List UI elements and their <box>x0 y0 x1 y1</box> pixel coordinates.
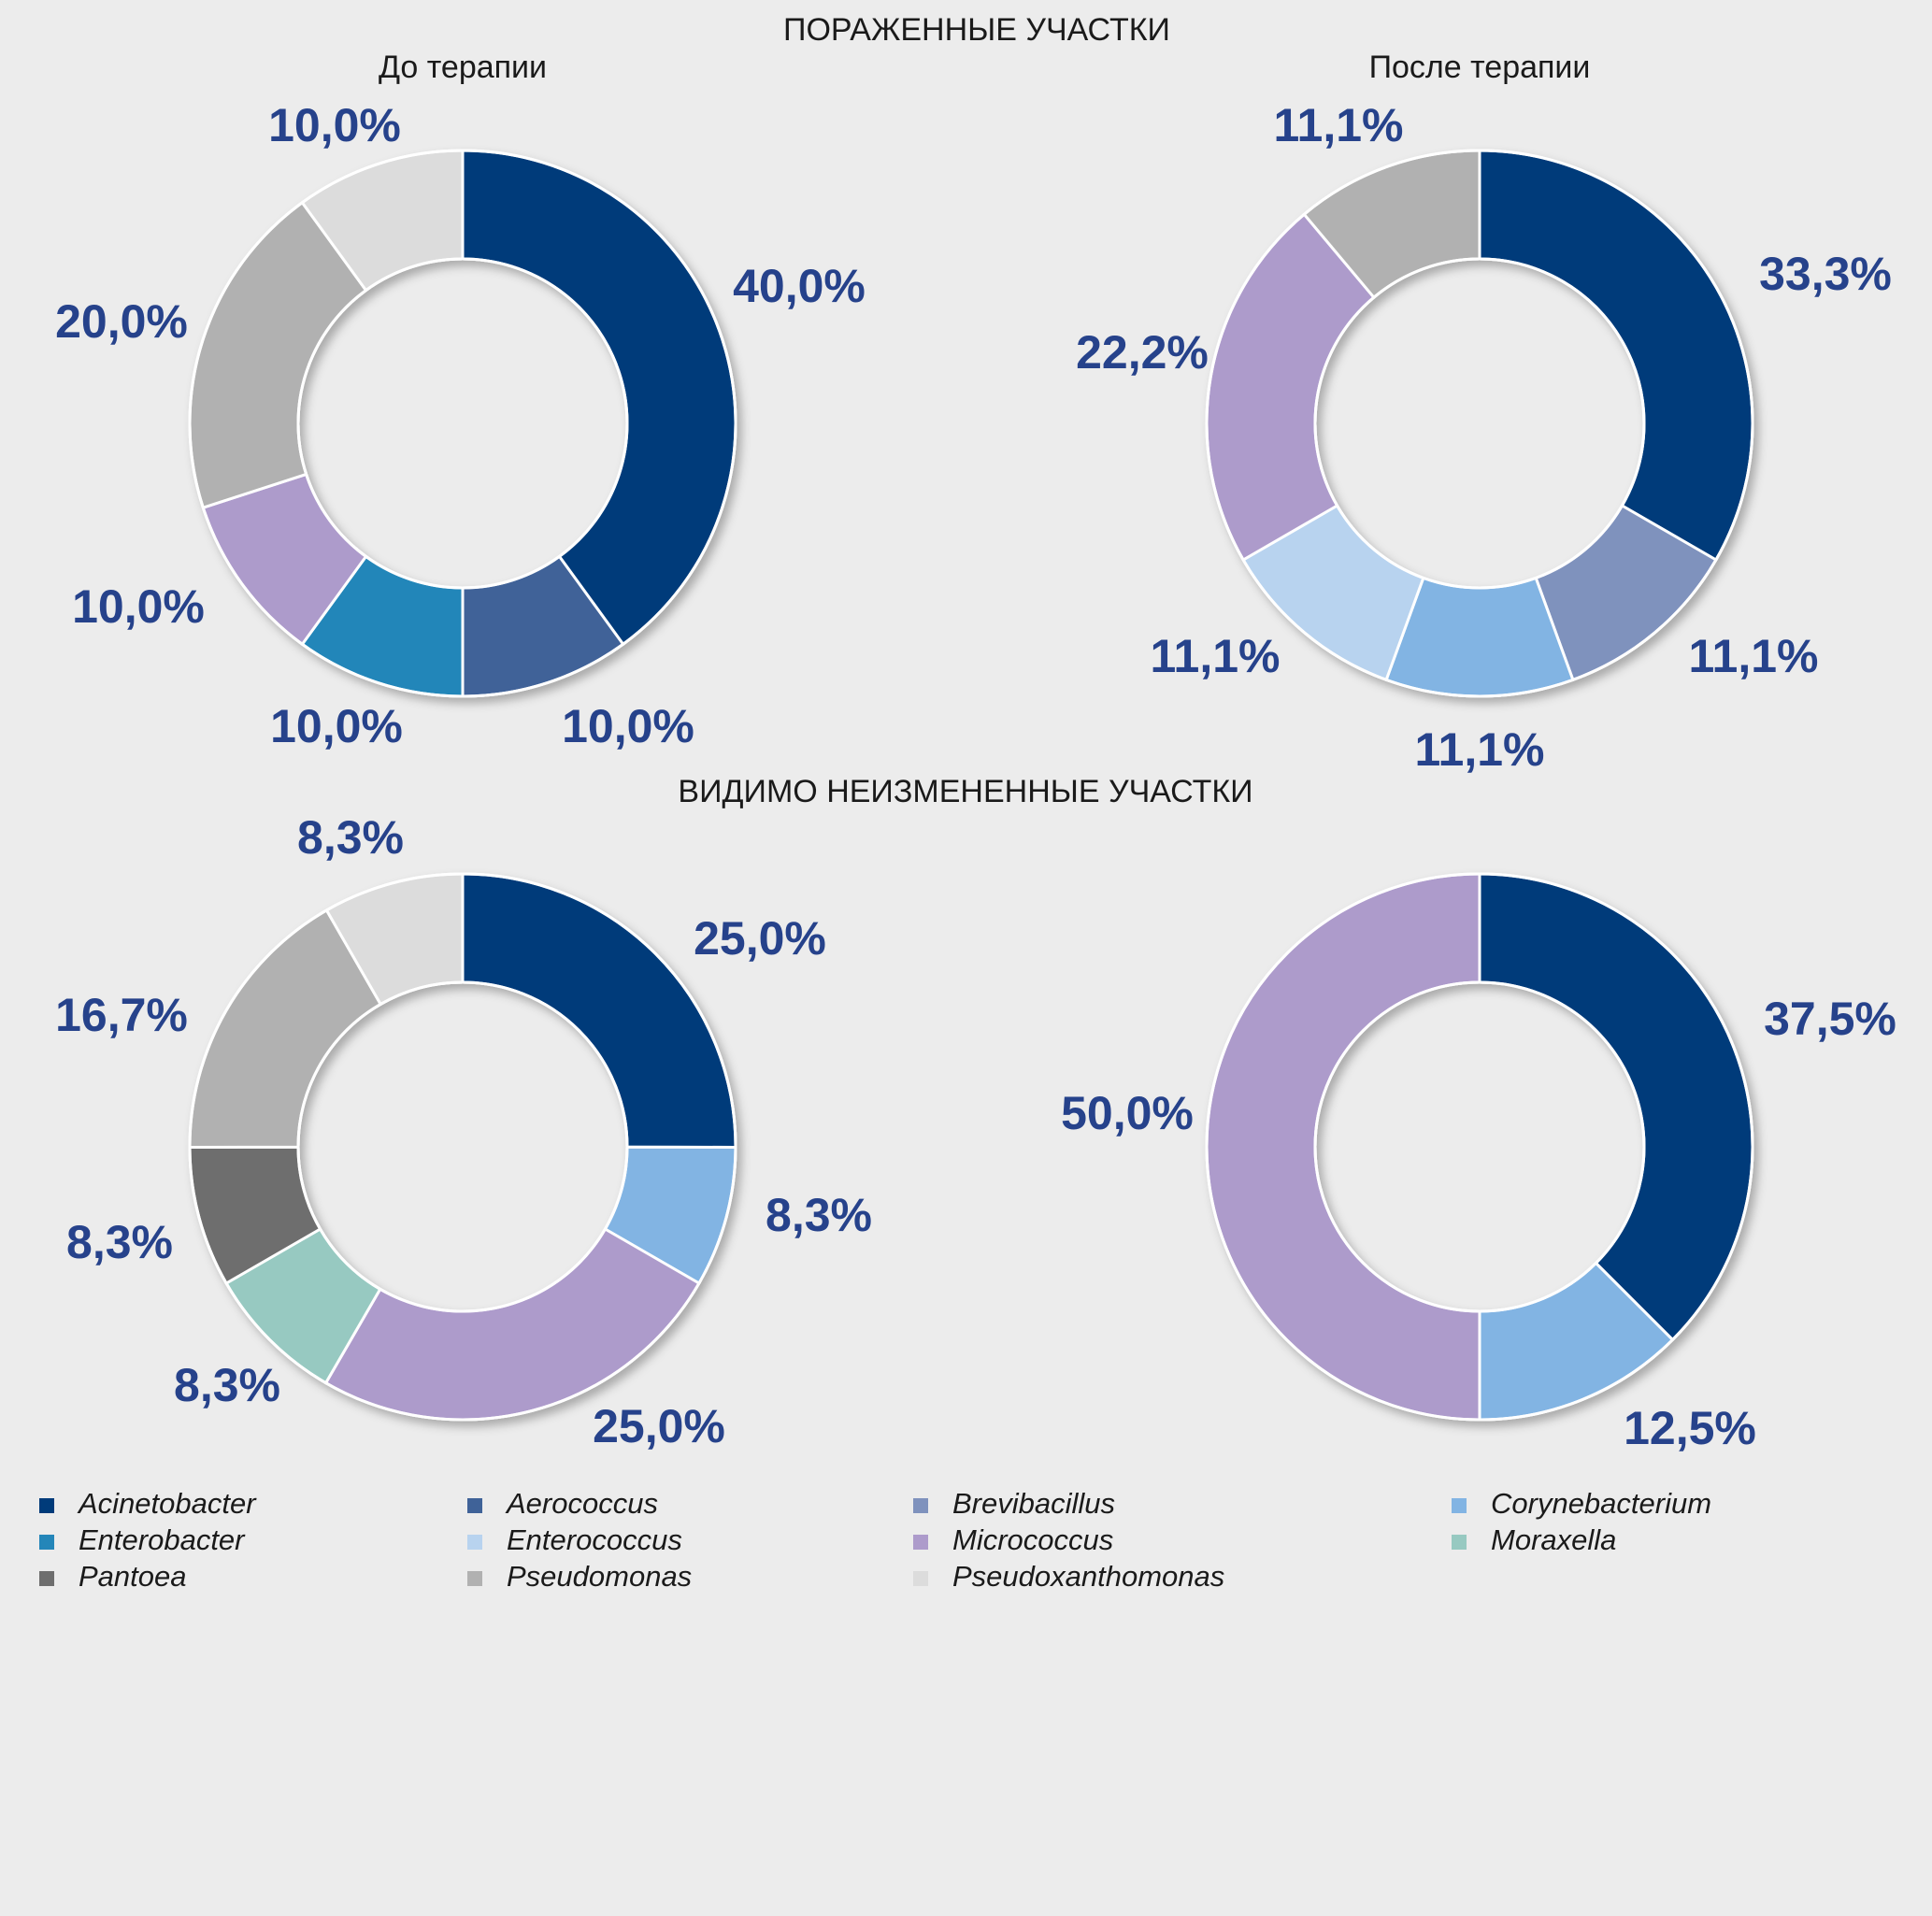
data-label-micrococcus: 10,0% <box>72 580 205 633</box>
donut-inner-rim <box>296 980 629 1313</box>
slice-acinetobacter <box>1478 149 1754 562</box>
legend-swatch-aerococcus <box>467 1498 482 1513</box>
data-label-acinetobacter: 37,5% <box>1764 993 1896 1045</box>
data-label-micrococcus: 25,0% <box>593 1400 725 1452</box>
data-label-moraxella: 8,3% <box>174 1359 280 1411</box>
donut-inner-rim <box>1313 980 1646 1313</box>
data-label-pseudoxanthomonas: 10,0% <box>268 99 401 151</box>
legend-label-aerococcus: Aerococcus <box>505 1487 658 1520</box>
data-label-corynebacterium: 11,1% <box>1414 723 1544 776</box>
legend-item-aerococcus: Aerococcus <box>467 1487 658 1520</box>
data-label-enterobacter: 10,0% <box>270 700 403 752</box>
data-label-micrococcus: 50,0% <box>1061 1087 1194 1139</box>
data-label-corynebacterium: 12,5% <box>1624 1402 1756 1454</box>
legend-swatch-pseudomonas <box>467 1571 482 1586</box>
legend-label-micrococcus: Micrococcus <box>952 1523 1113 1556</box>
data-label-pseudomonas: 16,7% <box>55 989 188 1041</box>
data-label-pantoea: 8,3% <box>66 1216 173 1268</box>
legend-item-enterobacter: Enterobacter <box>39 1523 246 1556</box>
data-label-pseudomonas: 11,1% <box>1273 99 1403 151</box>
legend-swatch-enterococcus <box>467 1535 482 1550</box>
slice-micrococcus <box>1205 872 1481 1422</box>
slice-micrococcus <box>324 1227 701 1422</box>
legend-swatch-brevibacillus <box>913 1498 928 1513</box>
slice-acinetobacter <box>461 149 737 646</box>
legend-item-acinetobacter: Acinetobacter <box>39 1487 257 1520</box>
data-label-acinetobacter: 40,0% <box>733 260 866 312</box>
legend-swatch-corynebacterium <box>1452 1498 1467 1513</box>
legend-swatch-enterobacter <box>39 1535 54 1550</box>
donut-affected-before: 40,0% 10,0% 10,0% 10,0% 20,0% 10,0% <box>55 99 866 752</box>
legend-label-moraxella: Moraxella <box>1491 1523 1616 1556</box>
donut-ring <box>188 872 737 1422</box>
data-label-pseudomonas: 20,0% <box>55 295 188 348</box>
data-label-brevibacillus: 11,1% <box>1688 630 1818 682</box>
subtitle-before-therapy: До терапии <box>379 50 547 85</box>
legend-swatch-pseudoxanthomonas <box>913 1571 928 1586</box>
data-label-acinetobacter: 25,0% <box>694 912 826 965</box>
donut-unchanged-after: 37,5% 12,5% 50,0% <box>1061 872 1896 1454</box>
legend-label-enterobacter: Enterobacter <box>79 1523 246 1556</box>
legend-item-moraxella: Moraxella <box>1452 1523 1616 1556</box>
donut-ring <box>1205 872 1754 1422</box>
legend-label-acinetobacter: Acinetobacter <box>77 1487 257 1520</box>
legend-item-corynebacterium: Corynebacterium <box>1452 1487 1711 1520</box>
legend-item-pseudoxanthomonas: Pseudoxanthomonas <box>913 1560 1224 1593</box>
legend-item-pantoea: Pantoea <box>39 1560 187 1593</box>
legend-label-pseudomonas: Pseudomonas <box>507 1560 692 1593</box>
legend-label-pantoea: Pantoea <box>79 1560 187 1593</box>
legend-item-enterococcus: Enterococcus <box>467 1523 682 1556</box>
data-label-micrococcus: 22,2% <box>1076 326 1209 379</box>
legend-swatch-pantoea <box>39 1571 54 1586</box>
donut-inner-rim <box>296 257 629 590</box>
data-label-corynebacterium: 8,3% <box>766 1189 872 1241</box>
legend-item-pseudomonas: Pseudomonas <box>467 1560 692 1593</box>
data-label-aerococcus: 10,0% <box>562 700 694 752</box>
legend-swatch-moraxella <box>1452 1535 1467 1550</box>
legend-label-pseudoxanthomonas: Pseudoxanthomonas <box>952 1560 1224 1593</box>
data-label-acinetobacter: 33,3% <box>1759 248 1892 300</box>
donut-affected-after: 33,3% 11,1% 11,1% 11,1% 22,2% 11,1% <box>1076 99 1892 776</box>
legend-item-brevibacillus: Brevibacillus <box>913 1487 1115 1520</box>
data-label-pseudoxanthomonas: 8,3% <box>297 811 404 864</box>
donut-outer-rim <box>188 149 737 698</box>
slice-acinetobacter <box>1478 872 1754 1341</box>
donut-ring <box>188 149 737 698</box>
legend: Acinetobacter Aerococcus Brevibacillus Cory… <box>39 1487 1711 1593</box>
legend-label-corynebacterium: Corynebacterium <box>1491 1487 1711 1520</box>
legend-swatch-acinetobacter <box>39 1498 54 1513</box>
legend-item-micrococcus: Micrococcus <box>913 1523 1113 1556</box>
donut-inner-rim <box>1313 257 1646 590</box>
section-title-affected: ПОРАЖЕННЫЕ УЧАСТКИ <box>783 12 1170 48</box>
donut-unchanged-before: 25,0% 8,3% 25,0% 8,3% 8,3% 16,7% 8,3% <box>55 811 872 1452</box>
donut-ring <box>1205 149 1754 698</box>
legend-swatch-micrococcus <box>913 1535 928 1550</box>
data-label-enterococcus: 11,1% <box>1150 630 1280 682</box>
donut-outer-rim <box>188 872 737 1422</box>
legend-label-enterococcus: Enterococcus <box>507 1523 682 1556</box>
donut-outer-rim <box>1205 149 1754 698</box>
subtitle-after-therapy: После терапии <box>1369 50 1591 85</box>
legend-label-brevibacillus: Brevibacillus <box>952 1487 1115 1520</box>
section-title-unchanged: ВИДИМО НЕИЗМЕНЕННЫЕ УЧАСТКИ <box>678 774 1252 809</box>
donut-outer-rim <box>1205 872 1754 1422</box>
